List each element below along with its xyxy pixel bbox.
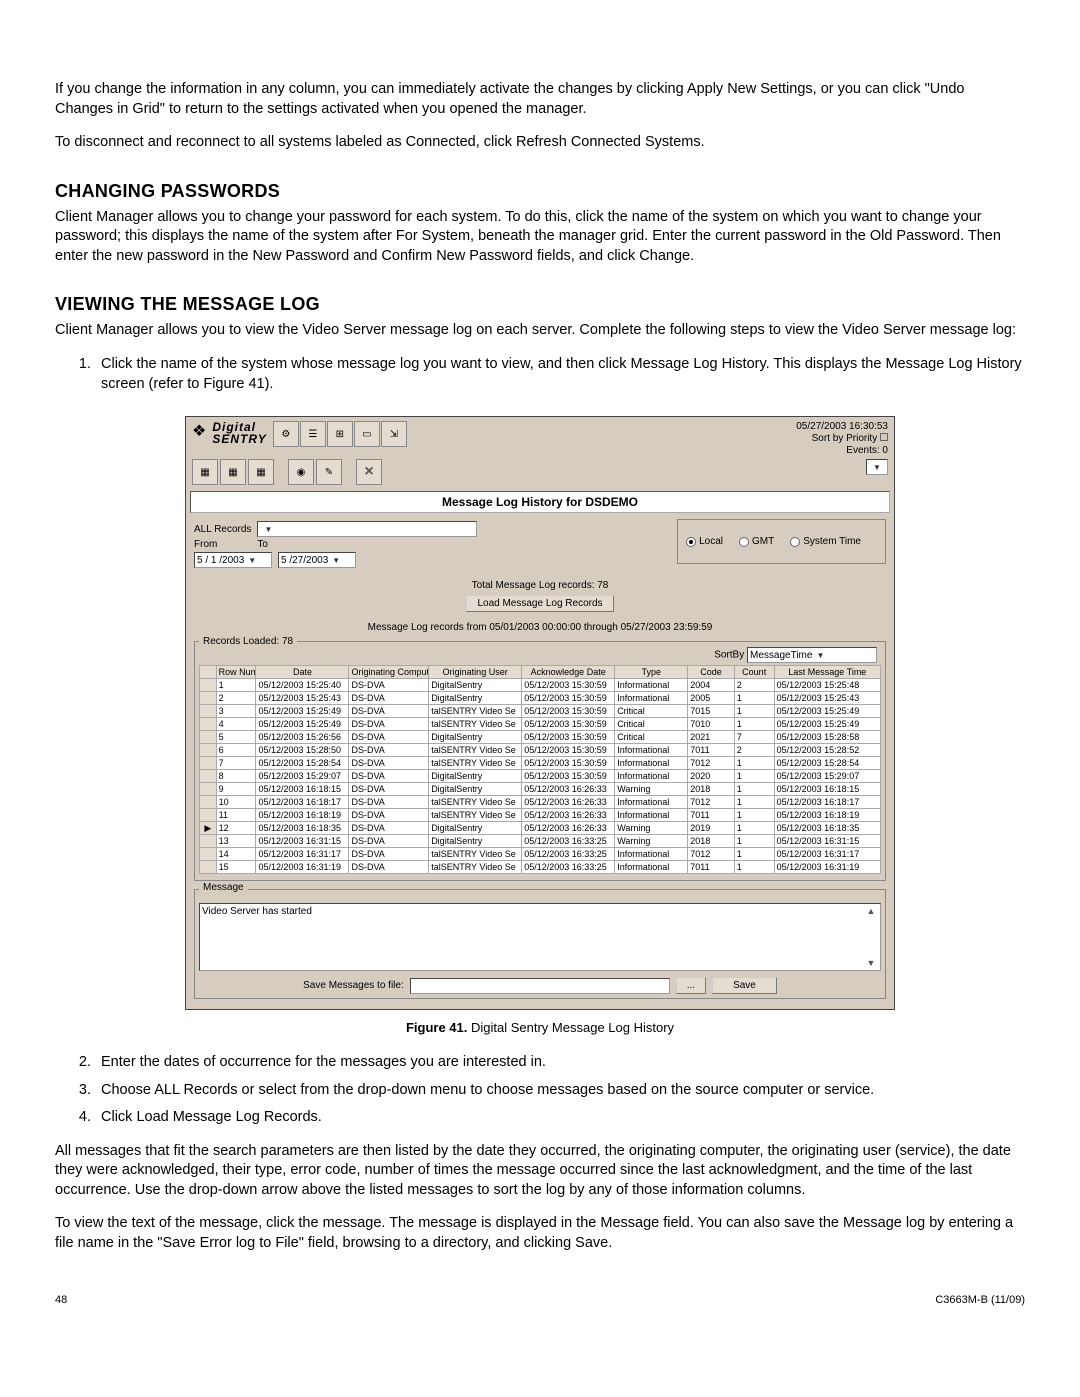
dropdown-small[interactable]: [866, 459, 888, 475]
log-col-header[interactable]: Code: [688, 666, 735, 679]
step-4: Click Load Message Log Records.: [95, 1108, 1025, 1128]
sortby-dropdown[interactable]: MessageTime: [747, 647, 877, 663]
window-title: Message Log History for DSDEMO: [190, 491, 890, 513]
radio-gmt[interactable]: GMT: [739, 536, 774, 547]
page-number: 48: [55, 1294, 67, 1306]
toolbar-icon[interactable]: ☰: [300, 421, 326, 447]
heading-viewing-log: VIEWING THE MESSAGE LOG: [55, 294, 1025, 315]
radio-local[interactable]: Local: [686, 536, 723, 547]
close-icon[interactable]: ×: [356, 459, 382, 485]
toolbar-icon[interactable]: ▭: [354, 421, 380, 447]
log-col-header[interactable]: Originating Computer: [349, 666, 429, 679]
radio-system[interactable]: System Time: [790, 536, 861, 547]
log-col-header[interactable]: Acknowledge Date: [522, 666, 615, 679]
time-mode-panel: Local GMT System Time: [677, 519, 886, 564]
records-dropdown[interactable]: [257, 521, 477, 537]
figure-41: ❖ Digital SENTRY ⚙ ☰ ⊞ ▭ ⇲ 05/27/2003 16…: [55, 416, 1025, 1010]
records-loaded-label: Records Loaded: 78: [199, 636, 297, 647]
table-row[interactable]: 1005/12/2003 16:18:17DS-DVAtalSENTRY Vid…: [200, 796, 881, 809]
all-records-label: ALL Records: [194, 524, 251, 535]
from-label: From: [194, 539, 217, 550]
step-1: Click the name of the system whose messa…: [95, 355, 1025, 394]
range-text: Message Log records from 05/01/2003 00:0…: [194, 622, 886, 633]
viewing-body: Client Manager allows you to view the Vi…: [55, 321, 1025, 341]
toolbar-icon[interactable]: ▦: [192, 459, 218, 485]
status-area: 05/27/2003 16:30:53 Sort by Priority Eve…: [796, 421, 888, 457]
after-p1: All messages that fit the search paramet…: [55, 1142, 1025, 1201]
toolbar-icon[interactable]: ⊞: [327, 421, 353, 447]
toolbar-icon[interactable]: ▦: [220, 459, 246, 485]
scroll-up-icon[interactable]: ▲: [864, 906, 878, 916]
log-col-header[interactable]: Count: [734, 666, 774, 679]
heading-changing-passwords: CHANGING PASSWORDS: [55, 181, 1025, 202]
screenshot-window: ❖ Digital SENTRY ⚙ ☰ ⊞ ▭ ⇲ 05/27/2003 16…: [185, 416, 895, 1010]
table-row[interactable]: 205/12/2003 15:25:43DS-DVADigitalSentry0…: [200, 692, 881, 705]
table-row[interactable]: 1105/12/2003 16:18:19DS-DVAtalSENTRY Vid…: [200, 809, 881, 822]
intro-p1: If you change the information in any col…: [55, 80, 1025, 119]
table-row[interactable]: 705/12/2003 15:28:54DS-DVAtalSENTRY Vide…: [200, 757, 881, 770]
table-row[interactable]: 1305/12/2003 16:31:15DS-DVADigitalSentry…: [200, 835, 881, 848]
total-records: Total Message Log records: 78: [194, 580, 886, 591]
log-col-header[interactable]: Row Num: [216, 666, 256, 679]
save-path-input[interactable]: [410, 978, 670, 994]
log-col-header[interactable]: Originating User: [429, 666, 522, 679]
toolbar-icon[interactable]: ◉: [288, 459, 314, 485]
save-label: Save Messages to file:: [303, 980, 404, 991]
figure-caption: Figure 41. Digital Sentry Message Log Hi…: [55, 1020, 1025, 1035]
table-row[interactable]: ▶1205/12/2003 16:18:35DS-DVADigitalSentr…: [200, 822, 881, 835]
message-textarea: Video Server has started ▲ ▼: [199, 903, 881, 971]
toolbar-icon[interactable]: ⇲: [381, 421, 407, 447]
toolbar-icon[interactable]: ⚙: [273, 421, 299, 447]
log-col-header[interactable]: Type: [615, 666, 688, 679]
save-button[interactable]: Save: [712, 977, 777, 994]
toolbar-icon[interactable]: ✎: [316, 459, 342, 485]
changing-pw-body: Client Manager allows you to change your…: [55, 208, 1025, 267]
app-logo: Digital SENTRY: [212, 421, 266, 445]
table-row[interactable]: 1405/12/2003 16:31:17DS-DVAtalSENTRY Vid…: [200, 848, 881, 861]
table-row[interactable]: 1505/12/2003 16:31:19DS-DVAtalSENTRY Vid…: [200, 861, 881, 874]
table-row[interactable]: 105/12/2003 15:25:40DS-DVADigitalSentry0…: [200, 679, 881, 692]
doc-id: C3663M-B (11/09): [935, 1294, 1025, 1306]
step-2: Enter the dates of occurrence for the me…: [95, 1053, 1025, 1073]
scroll-down-icon[interactable]: ▼: [864, 958, 878, 968]
step-3: Choose ALL Records or select from the dr…: [95, 1081, 1025, 1101]
diamond-icon: ❖: [192, 421, 206, 441]
table-row[interactable]: 405/12/2003 15:25:49DS-DVAtalSENTRY Vide…: [200, 718, 881, 731]
table-row[interactable]: 605/12/2003 15:28:50DS-DVAtalSENTRY Vide…: [200, 744, 881, 757]
to-label: To: [257, 539, 268, 550]
table-row[interactable]: 905/12/2003 16:18:15DS-DVADigitalSentry0…: [200, 783, 881, 796]
table-row[interactable]: 505/12/2003 15:26:56DS-DVADigitalSentry0…: [200, 731, 881, 744]
load-records-button[interactable]: Load Message Log Records: [466, 595, 613, 612]
from-date[interactable]: 5 / 1 /2003: [194, 552, 272, 568]
browse-button[interactable]: ...: [676, 977, 706, 994]
log-col-header[interactable]: Last Message Time: [774, 666, 880, 679]
log-col-header[interactable]: Date: [256, 666, 349, 679]
sortby-label: SortBy: [714, 650, 744, 661]
log-table[interactable]: Row NumDateOriginating ComputerOriginati…: [199, 665, 881, 874]
toolbar-icon[interactable]: ▦: [248, 459, 274, 485]
table-row[interactable]: 305/12/2003 15:25:49DS-DVAtalSENTRY Vide…: [200, 705, 881, 718]
table-row[interactable]: 805/12/2003 15:29:07DS-DVADigitalSentry0…: [200, 770, 881, 783]
to-date[interactable]: 5 /27/2003: [278, 552, 356, 568]
message-legend: Message: [199, 882, 248, 893]
intro-p2: To disconnect and reconnect to all syste…: [55, 133, 1025, 153]
after-p2: To view the text of the message, click t…: [55, 1214, 1025, 1253]
